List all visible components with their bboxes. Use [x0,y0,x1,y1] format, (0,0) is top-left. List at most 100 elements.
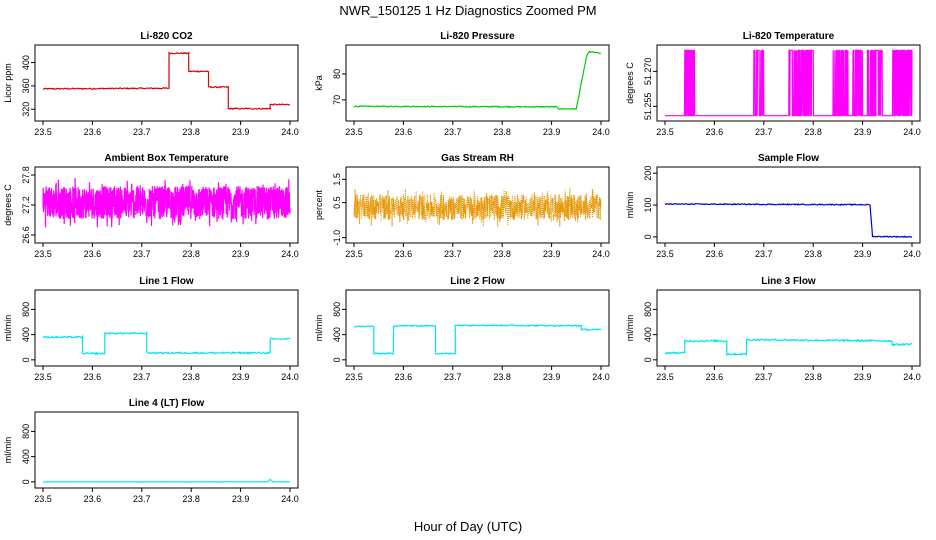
panel-7: Line 2 Flow 23.5 23.6 23.7 23.8 23.9 24.0 0 400 8… [314,276,610,382]
x-tick-label: 23.5 [345,249,363,259]
x-tick-label: 23.5 [656,372,674,382]
plot-frame [34,44,299,122]
plot-frame [656,44,921,122]
y-tick-label: 400 [21,327,31,342]
x-tick-label: 23.6 [395,127,413,137]
x-tick-label: 23.8 [493,372,511,382]
x-tick-label: 24.0 [281,249,299,259]
x-tick-label: 23.7 [444,372,462,382]
x-tick-label: 23.5 [34,494,52,504]
y-tick-label: 0 [21,479,31,484]
x-tick-label: 23.8 [182,249,200,259]
y-tick-label: 26.6 [21,226,31,244]
y-axis-label: percent [314,189,324,220]
y-tick-label: 0 [643,357,653,362]
x-tick-label: 23.6 [706,372,724,382]
y-axis-label: degrees C [625,62,635,104]
series-line [353,188,602,227]
x-tick-label: 24.0 [281,372,299,382]
plot-frame [345,166,610,244]
y-tick-label: 800 [643,302,653,317]
panel-2: Li-820 Temperature 23.5 23.6 23.7 23.8 23.9 24… [625,31,921,137]
panel-8: Line 3 Flow 23.5 23.6 23.7 23.8 23.9 24.0 0 400 8… [625,276,921,382]
panel-6: Line 1 Flow 23.5 23.6 23.7 23.8 23.9 24.0 0 400 8… [3,276,299,382]
x-tick-label: 23.9 [854,127,872,137]
plot-frame [345,44,610,122]
x-tick-label: 23.6 [395,372,413,382]
y-axis-label: ml/min [625,192,635,219]
plot-frame [656,289,921,367]
panel-title: Li-820 Temperature [743,31,835,42]
y-tick-label: 27.8 [21,166,31,184]
y-tick-label: 800 [21,424,31,439]
x-tick-label: 23.8 [182,494,200,504]
y-tick-label: 0 [21,357,31,362]
x-tick-label: 23.7 [755,127,773,137]
x-tick-label: 23.5 [34,249,52,259]
y-axis-label: ml/min [3,315,13,342]
panel-4: Gas Stream RH 23.5 23.6 23.7 23.8 23.9 24.0 -1.… [314,153,610,259]
x-tick-label: 23.5 [34,372,52,382]
x-tick-label: 24.0 [592,249,610,259]
x-tick-label: 23.9 [543,249,561,259]
figure-title: NWR_150125 1 Hz Diagnostics Zoomed PM [339,3,596,18]
y-tick-label: 400 [332,327,342,342]
series-line [664,202,913,238]
x-tick-label: 23.9 [854,372,872,382]
x-tick-label: 23.5 [656,249,674,259]
x-tick-label: 23.8 [493,127,511,137]
plot-frame [34,411,299,489]
y-axis-label: ml/min [3,437,13,464]
panel-title: Line 4 (LT) Flow [129,398,205,409]
x-tick-label: 23.6 [84,127,102,137]
y-axis-label: kPa [314,75,324,91]
x-tick-label: 23.9 [543,372,561,382]
x-tick-label: 23.9 [232,372,250,382]
y-axis-label: Licor ppm [3,63,13,103]
x-tick-label: 24.0 [903,372,921,382]
x-tick-label: 23.7 [755,249,773,259]
y-tick-label: 800 [332,302,342,317]
x-tick-label: 23.5 [656,127,674,137]
x-tick-label: 23.6 [84,494,102,504]
y-tick-label: 360 [21,78,31,93]
panel-0: Li-820 CO2 23.5 23.6 23.7 23.8 23.9 24.0 320 360… [3,31,299,137]
x-tick-label: 23.7 [444,249,462,259]
x-tick-label: 24.0 [903,127,921,137]
y-tick-label: 51.270 [643,58,653,86]
series-line [665,49,913,117]
x-tick-label: 24.0 [903,249,921,259]
panel-title: Line 1 Flow [139,276,194,287]
series-line [42,330,291,356]
panel-1: Li-820 Pressure 23.5 23.6 23.7 23.8 23.9 24.0 7… [314,31,610,137]
x-tick-label: 23.6 [706,127,724,137]
x-tick-label: 23.6 [84,249,102,259]
y-tick-label: 800 [21,302,31,317]
plot-frame [34,289,299,367]
y-tick-label: -1.0 [332,230,342,246]
y-axis-label: ml/min [625,315,635,342]
y-tick-label: 320 [21,102,31,117]
panel-title: Li-820 Pressure [440,31,515,42]
y-tick-label: 70 [332,95,342,105]
x-tick-label: 23.7 [133,249,151,259]
y-axis-label: ml/min [314,315,324,342]
y-tick-label: 100 [643,197,653,212]
x-tick-label: 23.7 [133,372,151,382]
x-tick-label: 23.8 [804,249,822,259]
panel-9: Line 4 (LT) Flow 23.5 23.6 23.7 23.8 23.9 24.0… [3,398,299,504]
series-line [42,478,290,483]
series-line [42,51,291,111]
panel-grid: Li-820 CO2 23.5 23.6 23.7 23.8 23.9 24.0 320 360… [3,31,921,504]
x-tick-label: 23.7 [755,372,773,382]
x-tick-label: 23.8 [804,127,822,137]
x-tick-label: 23.7 [444,127,462,137]
y-tick-label: 51.255 [643,93,653,121]
y-tick-label: 400 [21,449,31,464]
series-line [664,338,913,357]
y-tick-label: 0 [332,357,342,362]
panel-title: Li-820 CO2 [140,31,193,42]
x-tick-label: 23.9 [232,249,250,259]
series-line [353,50,602,110]
